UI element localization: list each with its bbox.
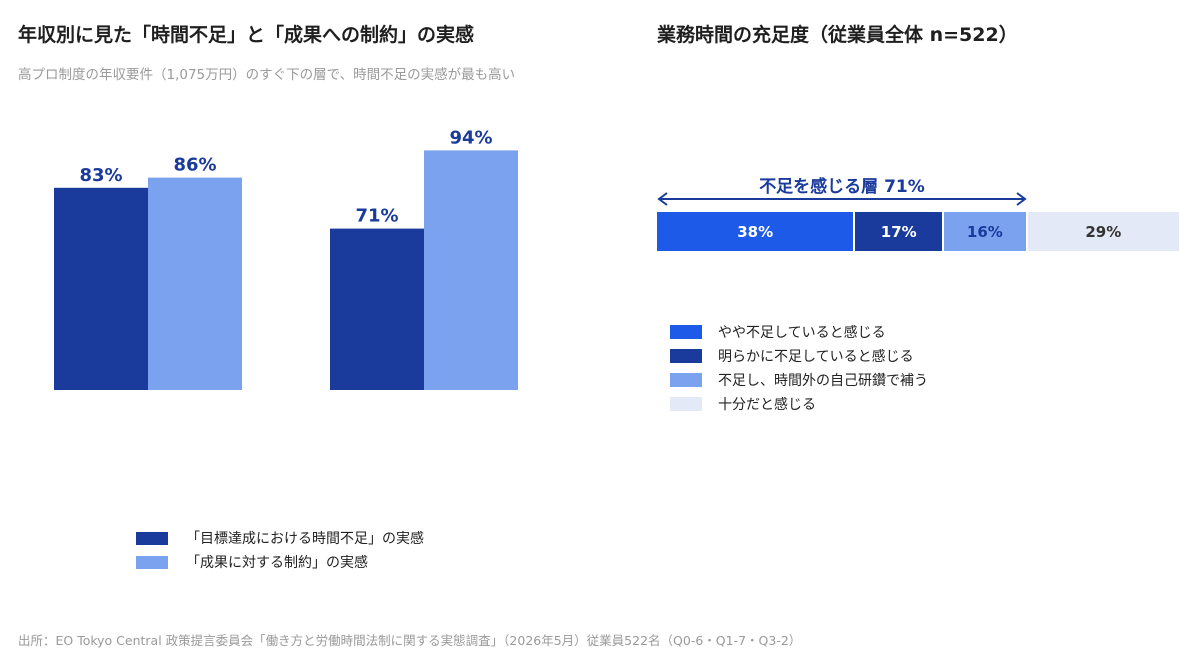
legend-swatch [670,397,702,411]
bar-chart-legend: 「目標達成における時間不足」の実感 「成果に対する制約」の実感 [136,526,424,574]
legend-swatch [136,531,168,545]
legend-item: 十分だと感じる [670,392,928,416]
legend-label: 「目標達成における時間不足」の実感 [186,531,424,547]
stacked-segment: 38% [657,212,856,251]
left-chart-title: 年収別に見た「時間不足」と「成果への制約」の実感 [18,24,475,46]
legend-label: やや不足していると感じる [718,325,886,341]
legend-swatch [670,325,702,339]
bar-0-0 [54,187,148,390]
stacked-bar-legend: やや不足していると感じる明らかに不足していると感じる 不足し、時間外の自己研鑽で補… [670,320,928,416]
stacked-segment: 16% [944,212,1028,251]
bar-value-label: 94% [449,130,492,148]
legend-label: 明らかに不足していると感じる [718,349,914,365]
legend-label: 十分だと感じる [718,397,816,413]
legend-swatch [136,555,168,569]
legend-swatch [670,373,702,387]
legend-item: 明らかに不足していると感じる [670,344,928,368]
legend-label: 不足し、時間外の自己研鑽で補う [718,373,928,389]
stacked-segment: 17% [855,212,945,251]
bar-value-label: 86% [173,155,216,176]
grouped-bar-chart: 83%86%年収800〜1,075万円(n=76)71%94%年収1,075万円… [54,130,518,390]
shortage-bracket-arrow [657,192,1027,206]
legend-item: やや不足していると感じる [670,320,928,344]
legend-swatch [670,349,702,363]
left-chart-subtitle: 高プロ制度の年収要件（1,075万円）のすぐ下の層で、時間不足の実感が最も高い [18,67,516,83]
legend-item: 「目標達成における時間不足」の実感 [136,526,424,550]
right-chart-title: 業務時間の充足度（従業員全体 n=522） [657,24,1018,46]
legend-label: 「成果に対する制約」の実感 [186,555,368,571]
shortage-bracket-label: 不足を感じる層 71% [759,177,925,197]
bar-value-label: 83% [79,165,122,186]
stacked-segment: 29% [1027,212,1179,251]
bar-1-1 [424,150,518,390]
source-note: 出所：EO Tokyo Central 政策提言委員会「働き方と労働時間法制に関… [18,633,802,648]
bar-1-0 [330,228,424,390]
bar-value-label: 71% [355,206,398,227]
legend-item: 不足し、時間外の自己研鑽で補う [670,368,928,392]
bar-0-1 [148,177,242,390]
stacked-bar: 38% 17% 16% 29% [657,212,1179,251]
legend-item: 「成果に対する制約」の実感 [136,550,424,574]
